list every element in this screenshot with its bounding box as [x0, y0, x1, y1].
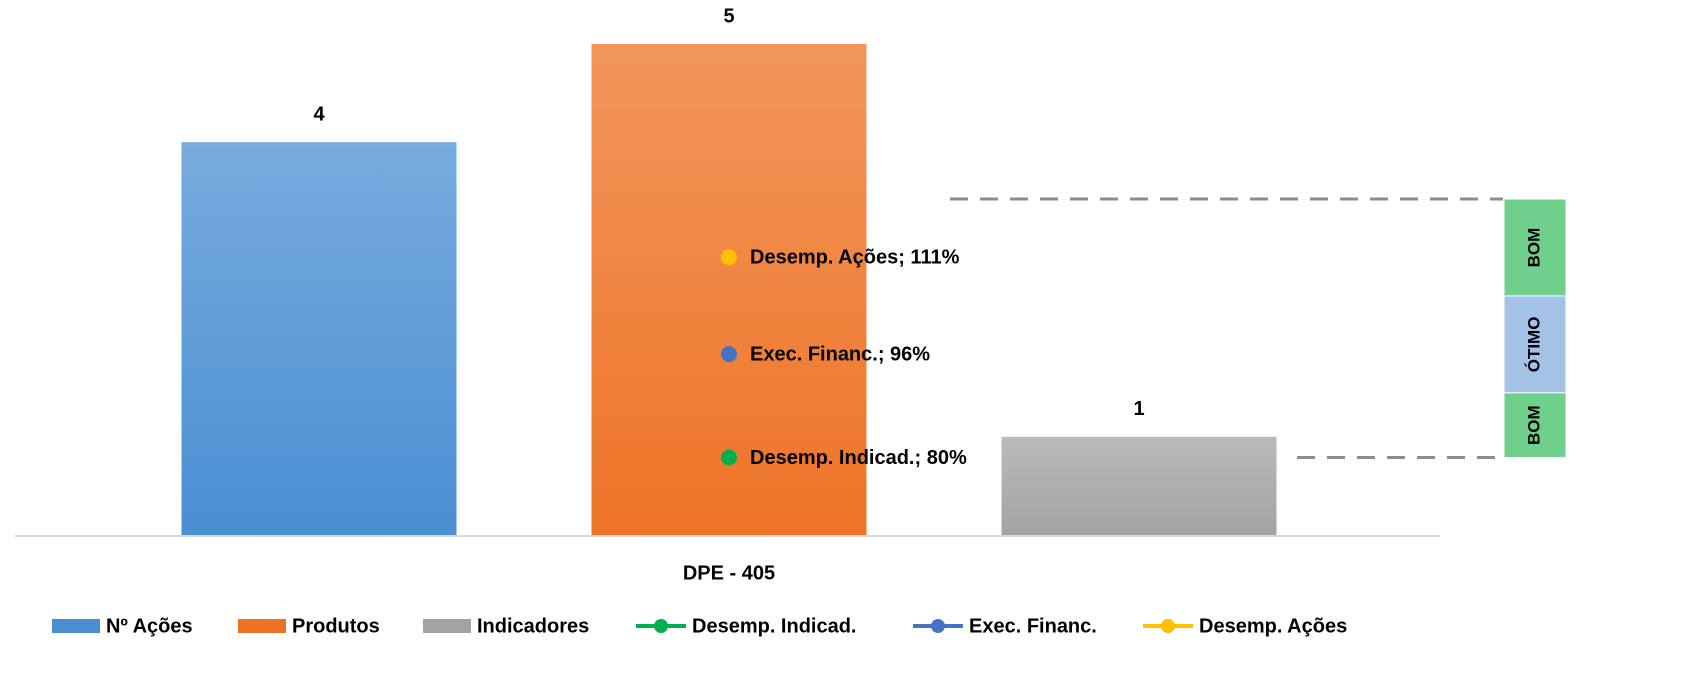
legend-label: Desemp. Indicad.	[692, 615, 857, 637]
data-label: 4	[313, 103, 325, 125]
band-label: ÓTIMO	[1524, 317, 1543, 373]
legend-label: Nº Ações	[106, 615, 193, 637]
data-label: Exec. Financ.; 96%	[750, 343, 930, 365]
legend-marker	[654, 619, 668, 633]
band	[1503, 392, 1567, 458]
legend-label: Desemp. Ações	[1199, 615, 1347, 637]
legend-label: Exec. Financ.	[969, 615, 1097, 637]
legend-marker	[931, 619, 945, 633]
point	[721, 249, 737, 266]
legend-marker	[1161, 619, 1175, 633]
data-label: 5	[723, 5, 734, 27]
legend-swatch	[52, 619, 100, 633]
band-label: BOM	[1524, 405, 1543, 445]
data-label: Desemp. Ações; 111%	[750, 246, 960, 268]
data-label: Desemp. Indicad.; 80%	[750, 447, 967, 469]
legend-label: Indicadores	[477, 615, 589, 637]
x-tick-label: DPE - 405	[683, 562, 775, 584]
legend-swatch	[423, 619, 471, 633]
point	[721, 346, 737, 363]
bar	[1001, 436, 1277, 535]
bar	[181, 142, 457, 535]
legend-swatch	[238, 619, 286, 633]
point	[721, 449, 737, 466]
band-label: BOM	[1524, 228, 1543, 268]
legend-label: Produtos	[292, 615, 380, 637]
data-label: 1	[1133, 398, 1144, 420]
band	[1503, 295, 1567, 394]
